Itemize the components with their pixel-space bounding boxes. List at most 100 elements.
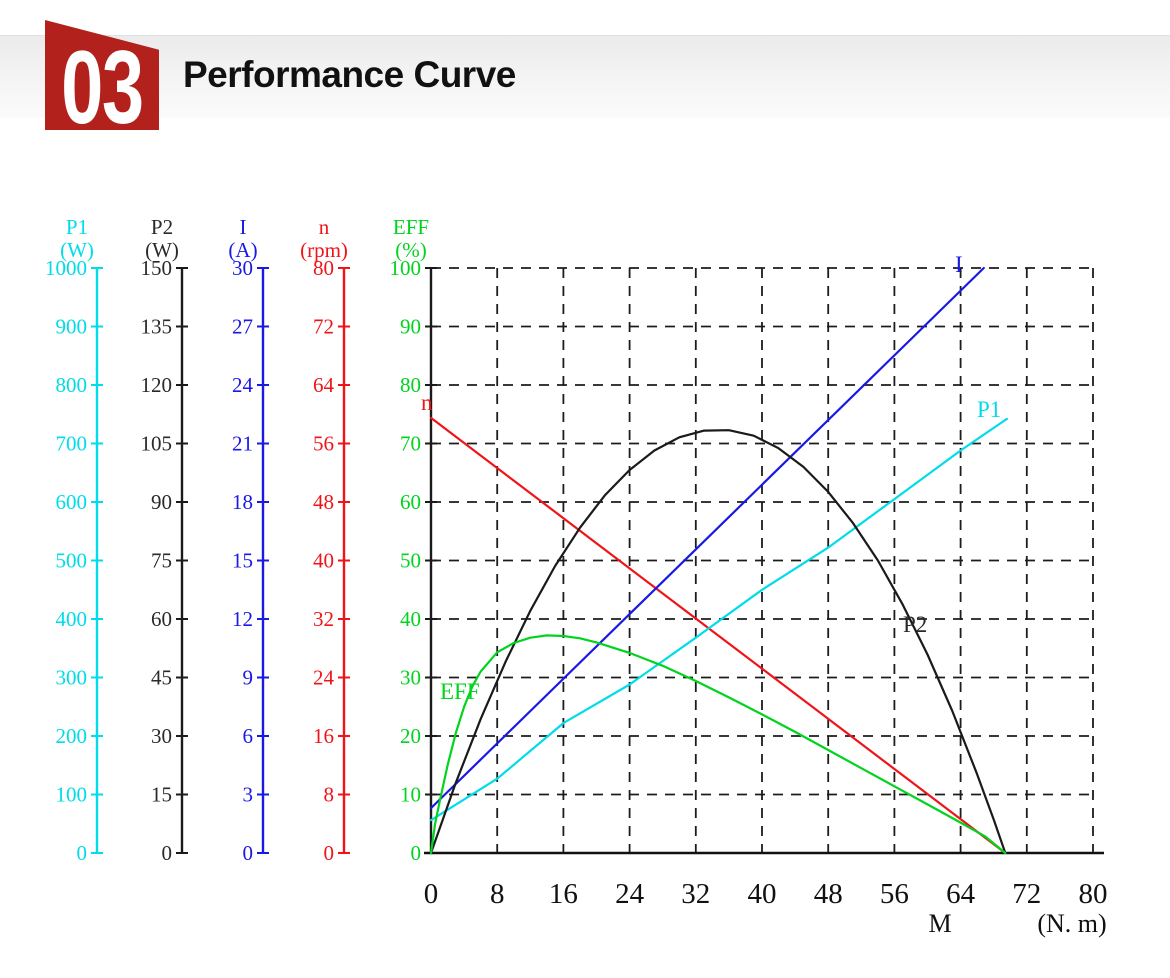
x-tick-label: 16: [549, 878, 578, 910]
axis-tick-label: 0: [77, 841, 88, 865]
axis-tick-label: 45: [151, 666, 172, 690]
axis-tick-label: 1000: [45, 256, 87, 280]
x-tick-label: 32: [681, 878, 710, 910]
axis-tick-label: 9: [243, 666, 254, 690]
axis-unit-P2: (W): [145, 238, 179, 262]
grid: [431, 267, 1094, 853]
axis-I: 0 3 6 9 12 15 18 21 24 27 30 I(A): [228, 215, 269, 865]
axis-n: 0 8 16 24 32 40 48 56 64 72 80 n(rpm): [300, 215, 350, 865]
curve-label-P1: P1: [977, 397, 1001, 422]
x-tick-label: 72: [1012, 878, 1041, 910]
axis-tick-label: 105: [141, 432, 173, 456]
axis-tick-label: 700: [56, 432, 88, 456]
curve-label-I: I: [955, 252, 963, 277]
axis-name-EFF: EFF: [393, 215, 429, 239]
axis-tick-label: 72: [313, 315, 334, 339]
page-title: Performance Curve: [183, 54, 516, 95]
curve-EFF: [429, 634, 1007, 855]
x-tick-label: 0: [424, 878, 439, 910]
axis-tick-label: 20: [400, 724, 421, 748]
axis-tick-label: 18: [232, 490, 253, 514]
axis-tick-label: 0: [411, 841, 422, 865]
axis-tick-label: 600: [56, 490, 88, 514]
axis-tick-label: 64: [313, 373, 335, 397]
axis-tick-label: 50: [400, 549, 421, 573]
axis-unit-I: (A): [228, 238, 257, 262]
axis-tick-label: 80: [313, 256, 334, 280]
curve-label-EFF: EFF: [440, 679, 480, 704]
axis-tick-label: 48: [313, 490, 334, 514]
axis-unit-EFF: (%): [395, 238, 426, 262]
axis-tick-label: 400: [56, 607, 88, 631]
x-tick-label: 64: [946, 878, 976, 910]
axis-tick-label: 15: [151, 783, 172, 807]
axis-tick-label: 6: [243, 724, 254, 748]
axis-name-P2: P2: [151, 215, 173, 239]
curve-label-n: n: [421, 390, 433, 415]
axis-tick-label: 90: [151, 490, 172, 514]
axis-tick-label: 27: [232, 315, 253, 339]
header-band: [0, 35, 1170, 118]
axis-tick-label: 15: [232, 549, 253, 573]
curve-label-P2: P2: [903, 612, 927, 637]
axis-tick-label: 0: [162, 841, 173, 865]
x-axis-label: M: [928, 909, 951, 938]
axis-tick-label: 60: [400, 490, 421, 514]
axis-tick-label: 40: [400, 607, 421, 631]
axis-P1: 0 100 200 300 400 500 600 700 800 900 1000 P1(W): [45, 215, 103, 865]
axis-tick-label: 200: [56, 724, 88, 748]
axis-unit-n: (rpm): [300, 238, 348, 262]
curve-P1: [429, 417, 1009, 822]
axis-tick-label: 100: [390, 256, 422, 280]
axis-tick-label: 80: [400, 373, 421, 397]
x-tick-label: 8: [490, 878, 505, 910]
axis-tick-label: 900: [56, 315, 88, 339]
axis-name-P1: P1: [66, 215, 88, 239]
curve-I: [429, 266, 985, 810]
x-axis: 0 8 16 24 32 40 48 56 64 72 80 M (N. m): [424, 851, 1108, 938]
axis-tick-label: 10: [400, 783, 421, 807]
section-number: 03: [61, 30, 144, 146]
axis-tick-label: 0: [324, 841, 335, 865]
axis-tick-label: 8: [324, 783, 335, 807]
axis-tick-label: 75: [151, 549, 172, 573]
axis-tick-label: 0: [243, 841, 254, 865]
x-tick-label: 56: [880, 878, 909, 910]
axis-tick-label: 24: [313, 666, 335, 690]
axis-tick-label: 12: [232, 607, 253, 631]
x-tick-label: 24: [615, 878, 645, 910]
x-tick-label: 40: [748, 878, 777, 910]
axis-tick-label: 30: [151, 724, 172, 748]
axis-tick-label: 21: [232, 432, 253, 456]
axis-tick-label: 3: [243, 783, 254, 807]
axis-tick-label: 800: [56, 373, 88, 397]
axis-tick-label: 30: [232, 256, 253, 280]
axis-tick-label: 24: [232, 373, 254, 397]
curve-n: [429, 416, 1007, 855]
axis-tick-label: 16: [313, 724, 334, 748]
axis-tick-label: 135: [141, 315, 173, 339]
axis-name-I: I: [240, 215, 247, 239]
axis-tick-label: 70: [400, 432, 421, 456]
axis-tick-label: 32: [313, 607, 334, 631]
axis-tick-label: 60: [151, 607, 172, 631]
x-tick-label: 80: [1079, 878, 1108, 910]
axis-tick-label: 30: [400, 666, 421, 690]
axis-tick-label: 40: [313, 549, 334, 573]
axis-EFF: 0 10 20 30 40 50 60 70 80 90 100 EFF(%): [390, 215, 437, 865]
axis-tick-label: 56: [313, 432, 334, 456]
axis-tick-label: 120: [141, 373, 173, 397]
axis-tick-label: 90: [400, 315, 421, 339]
axis-P2: 0 15 30 45 60 75 90 105 120 135 150 P2(W): [141, 215, 188, 865]
curve-labels: n I P1 P2 EFF: [421, 252, 1001, 704]
axis-unit-P1: (W): [60, 238, 94, 262]
axis-tick-label: 500: [56, 549, 88, 573]
x-axis-unit: (N. m): [1037, 909, 1106, 938]
series: [429, 266, 1009, 855]
axis-tick-label: 300: [56, 666, 88, 690]
curve-P2: [429, 429, 1007, 855]
axis-tick-label: 100: [56, 783, 88, 807]
axis-tick-label: 150: [141, 256, 173, 280]
